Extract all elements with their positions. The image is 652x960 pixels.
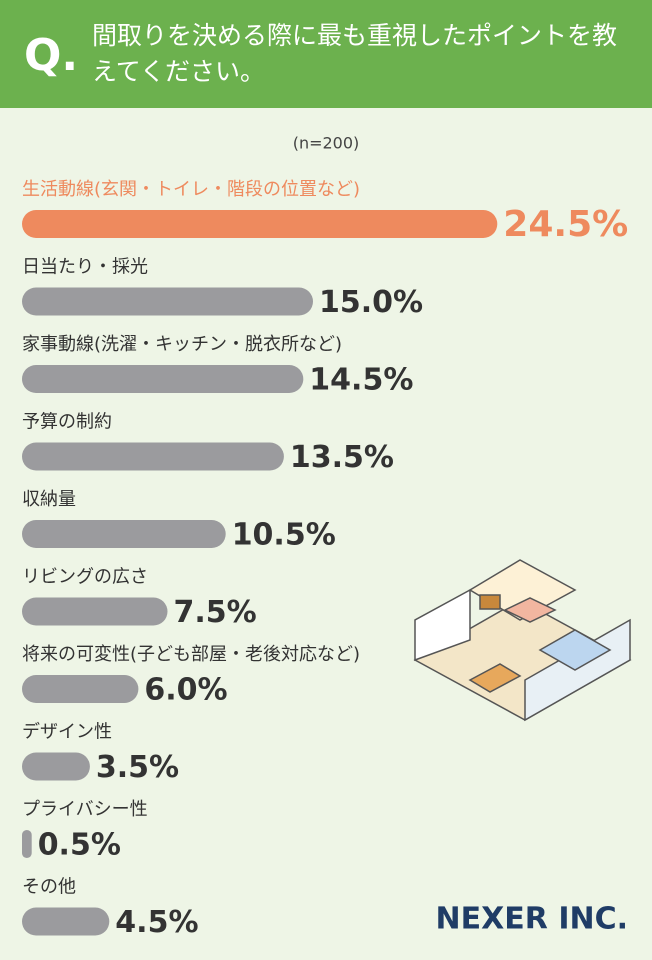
category-label: 家事動線(洗濯・キッチン・脱衣所など) bbox=[22, 334, 342, 355]
bar bbox=[22, 752, 90, 781]
category-label: その他 bbox=[22, 877, 76, 898]
bar bbox=[22, 365, 304, 393]
bar bbox=[22, 597, 168, 626]
value-label: 10.5% bbox=[232, 518, 336, 553]
question-mark: Q. bbox=[24, 30, 78, 81]
category-label: 生活動線(玄関・トイレ・階段の位置など) bbox=[22, 179, 360, 200]
bar bbox=[22, 675, 139, 703]
value-label: 0.5% bbox=[38, 828, 121, 863]
value-label: 15.0% bbox=[319, 285, 423, 320]
category-label: デザイン性 bbox=[22, 722, 112, 743]
value-label: 7.5% bbox=[174, 595, 257, 630]
value-label: 14.5% bbox=[309, 363, 413, 398]
category-label: プライバシー性 bbox=[22, 799, 148, 820]
value-label: 4.5% bbox=[115, 905, 198, 940]
bar bbox=[22, 442, 284, 471]
value-label: 6.0% bbox=[144, 673, 227, 708]
category-label: リビングの広さ bbox=[22, 567, 148, 588]
bar bbox=[22, 287, 313, 316]
category-label: 日当たり・採光 bbox=[22, 257, 148, 278]
illustration bbox=[413, 559, 632, 722]
subtitle: (n=200) bbox=[293, 134, 360, 153]
bar bbox=[22, 210, 498, 238]
value-label: 3.5% bbox=[96, 750, 179, 785]
header bbox=[0, 0, 652, 108]
value-label: 13.5% bbox=[290, 440, 394, 475]
category-label: 収納量 bbox=[22, 489, 76, 510]
category-label: 将来の可変性(子ども部屋・老後対応など) bbox=[22, 644, 360, 665]
bar bbox=[22, 907, 110, 936]
bar bbox=[22, 830, 32, 858]
title-box: 間取りを決める際に最も重視したポイントを教えてください。 bbox=[92, 21, 618, 86]
category-label: 予算の制約 bbox=[22, 412, 112, 433]
brand-logo: NEXER INC. bbox=[436, 902, 628, 937]
chart-title: 間取りを決める際に最も重視したポイントを教えてください。 bbox=[92, 21, 618, 86]
bar bbox=[22, 520, 226, 548]
value-label: 24.5% bbox=[503, 204, 628, 245]
